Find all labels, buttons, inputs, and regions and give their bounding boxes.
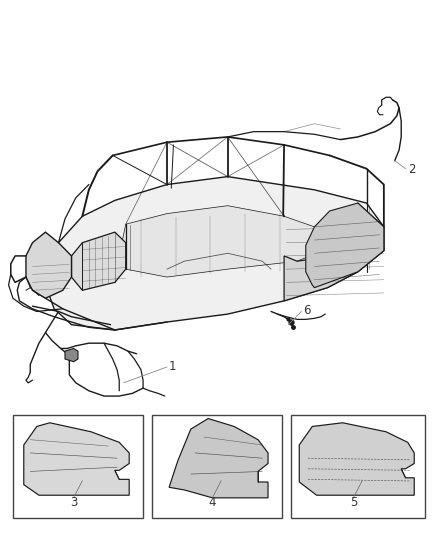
Polygon shape bbox=[65, 349, 78, 362]
Bar bbox=[13, 415, 143, 518]
Polygon shape bbox=[169, 418, 268, 498]
Polygon shape bbox=[299, 423, 414, 495]
Text: 6: 6 bbox=[304, 304, 311, 317]
Polygon shape bbox=[119, 206, 330, 277]
Polygon shape bbox=[46, 176, 384, 330]
Text: 1: 1 bbox=[169, 360, 177, 374]
Text: 2: 2 bbox=[408, 163, 415, 176]
Text: 3: 3 bbox=[70, 496, 78, 510]
Polygon shape bbox=[284, 203, 384, 301]
Bar bbox=[152, 415, 282, 518]
Polygon shape bbox=[26, 232, 71, 298]
Text: 4: 4 bbox=[209, 496, 216, 510]
Polygon shape bbox=[24, 423, 129, 495]
Bar bbox=[290, 415, 425, 518]
Text: 5: 5 bbox=[350, 496, 357, 510]
Polygon shape bbox=[71, 232, 126, 290]
Polygon shape bbox=[306, 203, 384, 288]
